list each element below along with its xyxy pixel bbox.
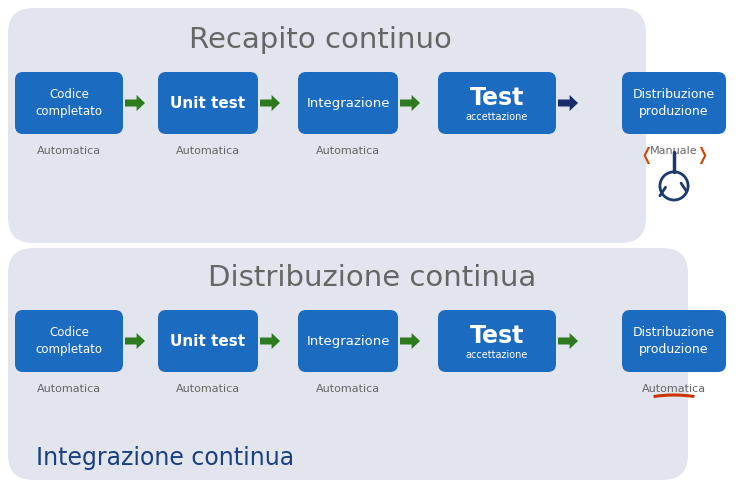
Polygon shape: [558, 333, 578, 349]
Polygon shape: [125, 95, 145, 111]
Text: Manuale: Manuale: [650, 146, 698, 156]
Text: Automatica: Automatica: [176, 146, 240, 156]
Text: Automatica: Automatica: [642, 384, 706, 394]
Text: accettazione: accettazione: [466, 112, 528, 122]
Polygon shape: [558, 95, 578, 111]
FancyBboxPatch shape: [298, 72, 398, 134]
Text: Test: Test: [469, 86, 525, 110]
Text: Automatica: Automatica: [316, 384, 380, 394]
Polygon shape: [125, 333, 145, 349]
FancyBboxPatch shape: [622, 310, 726, 372]
Text: Integrazione: Integrazione: [307, 96, 390, 110]
Polygon shape: [400, 95, 420, 111]
FancyBboxPatch shape: [298, 310, 398, 372]
Text: Distribuzione continua: Distribuzione continua: [208, 264, 536, 292]
Text: Automatica: Automatica: [316, 146, 380, 156]
FancyBboxPatch shape: [622, 72, 726, 134]
Text: accettazione: accettazione: [466, 350, 528, 360]
Polygon shape: [400, 333, 420, 349]
Text: Integrazione: Integrazione: [307, 335, 390, 348]
FancyBboxPatch shape: [158, 72, 258, 134]
Text: Distribuzione
produzione: Distribuzione produzione: [633, 88, 715, 118]
FancyBboxPatch shape: [438, 72, 556, 134]
FancyBboxPatch shape: [8, 248, 688, 480]
FancyBboxPatch shape: [438, 310, 556, 372]
FancyBboxPatch shape: [8, 8, 646, 243]
Text: Unit test: Unit test: [170, 334, 246, 349]
Text: Automatica: Automatica: [37, 146, 101, 156]
Text: Automatica: Automatica: [37, 384, 101, 394]
Text: Codice
completato: Codice completato: [36, 89, 103, 117]
Text: ❬: ❬: [639, 146, 653, 164]
Text: Recapito continuo: Recapito continuo: [188, 26, 452, 54]
FancyBboxPatch shape: [15, 310, 123, 372]
FancyBboxPatch shape: [158, 310, 258, 372]
Text: Integrazione continua: Integrazione continua: [36, 446, 294, 470]
Polygon shape: [260, 333, 280, 349]
Text: Codice
completato: Codice completato: [36, 326, 103, 356]
Polygon shape: [260, 95, 280, 111]
Text: Automatica: Automatica: [176, 384, 240, 394]
FancyBboxPatch shape: [15, 72, 123, 134]
Text: Unit test: Unit test: [170, 95, 246, 111]
Text: Distribuzione
produzione: Distribuzione produzione: [633, 326, 715, 356]
Text: Test: Test: [469, 324, 525, 348]
Text: ❭: ❭: [695, 146, 709, 164]
